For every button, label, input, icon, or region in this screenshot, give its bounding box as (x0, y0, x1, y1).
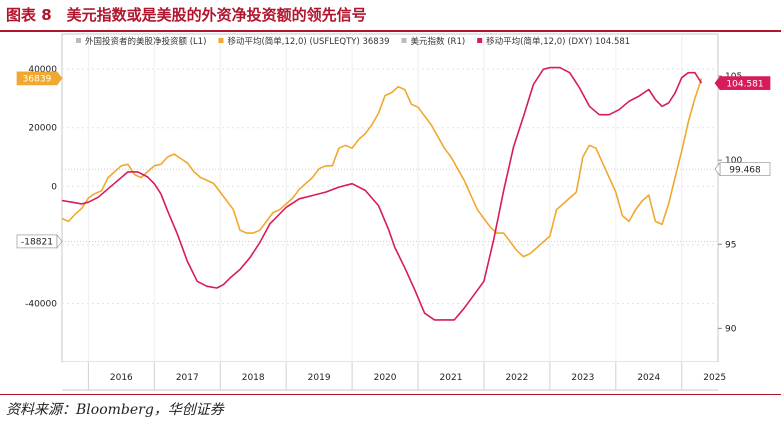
value-tag-pointer (714, 75, 721, 91)
x-tick-label: 2020 (374, 373, 397, 383)
y-left-tick-label: 0 (51, 182, 57, 192)
value-tag-label: 99.468 (729, 165, 761, 175)
plot-area (61, 33, 719, 363)
grid-layer (62, 34, 718, 362)
y-right-tick-label: 90 (725, 324, 737, 334)
x-tick-label: 2019 (308, 373, 331, 383)
chart: 40000200000-20000-4000010510095902016201… (16, 33, 771, 391)
tag-layer: 36839 104.581 -18821 99.468 (16, 70, 771, 249)
y-right-tick-label: 95 (725, 240, 736, 250)
figure-title: 图表 8 美元指数或是美股的外资净投资额的领先信号 (6, 6, 367, 24)
x-axis-band (62, 362, 718, 390)
x-tick-label: 2023 (571, 373, 594, 383)
x-tick-label: 2016 (110, 373, 133, 383)
legend-marker (76, 38, 81, 43)
source-rule (0, 394, 781, 395)
value-tag-pointer (56, 70, 63, 86)
value-tag-pointer (56, 233, 63, 249)
y-left-tick-label: 40000 (28, 65, 57, 75)
y-left-tick-label: -40000 (25, 299, 57, 309)
value-tag-label: 104.581 (726, 79, 763, 89)
legend-label: 外国投资者的美股净投资额 (L1) (85, 36, 206, 47)
value-tag-label: 36839 (23, 75, 52, 85)
x-tick-label: 2018 (242, 373, 265, 383)
title-bar: 图表 8 美元指数或是美股的外资净投资额的领先信号 (0, 0, 781, 30)
guide-layer (62, 168, 718, 242)
series-layer (61, 66, 703, 321)
x-tick-label: 2017 (176, 373, 199, 383)
legend-label: 移动平均(简单,12,0) (USFLEQTY) 36839 (227, 36, 389, 47)
value-tag-pointer (714, 161, 721, 177)
series-line-dxy (61, 66, 703, 321)
x-tick-label: 2025 (703, 373, 726, 383)
x-tick-label: 2021 (440, 373, 463, 383)
legend-marker (218, 38, 224, 43)
x-tick-label: 2024 (637, 373, 660, 383)
y-right-tick-label: 100 (725, 156, 742, 166)
value-tag-label: -18821 (21, 238, 53, 248)
legend-label: 美元指数 (R1) (411, 36, 466, 47)
legend-marker (401, 38, 407, 43)
legend-label: 移动平均(简单,12,0) (DXY) 104.581 (486, 36, 630, 47)
series-line-usfleqty (61, 78, 703, 258)
title-rule (0, 30, 781, 32)
source-note: 资料来源：Bloomberg，华创证券 (6, 402, 224, 418)
x-tick-label: 2022 (505, 373, 528, 383)
y-left-tick-label: 20000 (28, 124, 57, 134)
legend-layer: 外国投资者的美股净投资额 (L1) 移动平均(简单,12,0) (USFLEQTY… (76, 36, 630, 47)
legend-marker (477, 38, 483, 43)
